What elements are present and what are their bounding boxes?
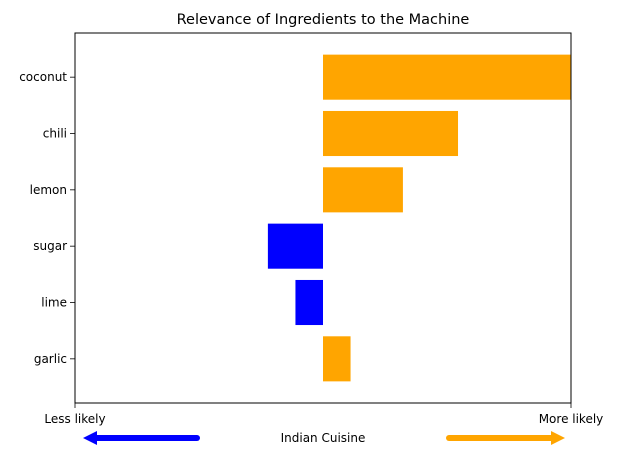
y-tick-label-sugar: sugar xyxy=(33,239,67,253)
bar-lime xyxy=(295,279,323,326)
y-tick-label-chili: chili xyxy=(43,127,67,141)
bar-lemon xyxy=(323,167,403,213)
more-likely-arrow xyxy=(446,431,565,445)
less-likely-label: Less likely xyxy=(44,412,105,426)
y-tick-label-lemon: lemon xyxy=(30,183,67,197)
y-tick-label-garlic: garlic xyxy=(34,352,67,366)
x-axis-label: Indian Cuisine xyxy=(281,431,366,445)
bar-chili xyxy=(323,110,459,157)
y-tick-label-coconut: coconut xyxy=(19,70,67,84)
bar-sugar xyxy=(267,223,323,269)
bars-group xyxy=(267,54,571,382)
more-likely-label: More likely xyxy=(539,412,604,426)
bar-garlic xyxy=(323,336,351,382)
chart-title: Relevance of Ingredients to the Machine xyxy=(177,12,470,28)
y-tick-label-lime: lime xyxy=(41,296,67,310)
y-ticks: coconut chili lemon sugar lime garlic xyxy=(19,70,75,366)
plot-frame xyxy=(74,32,572,404)
bar-coconut xyxy=(323,54,571,100)
less-likely-arrow xyxy=(83,431,200,445)
